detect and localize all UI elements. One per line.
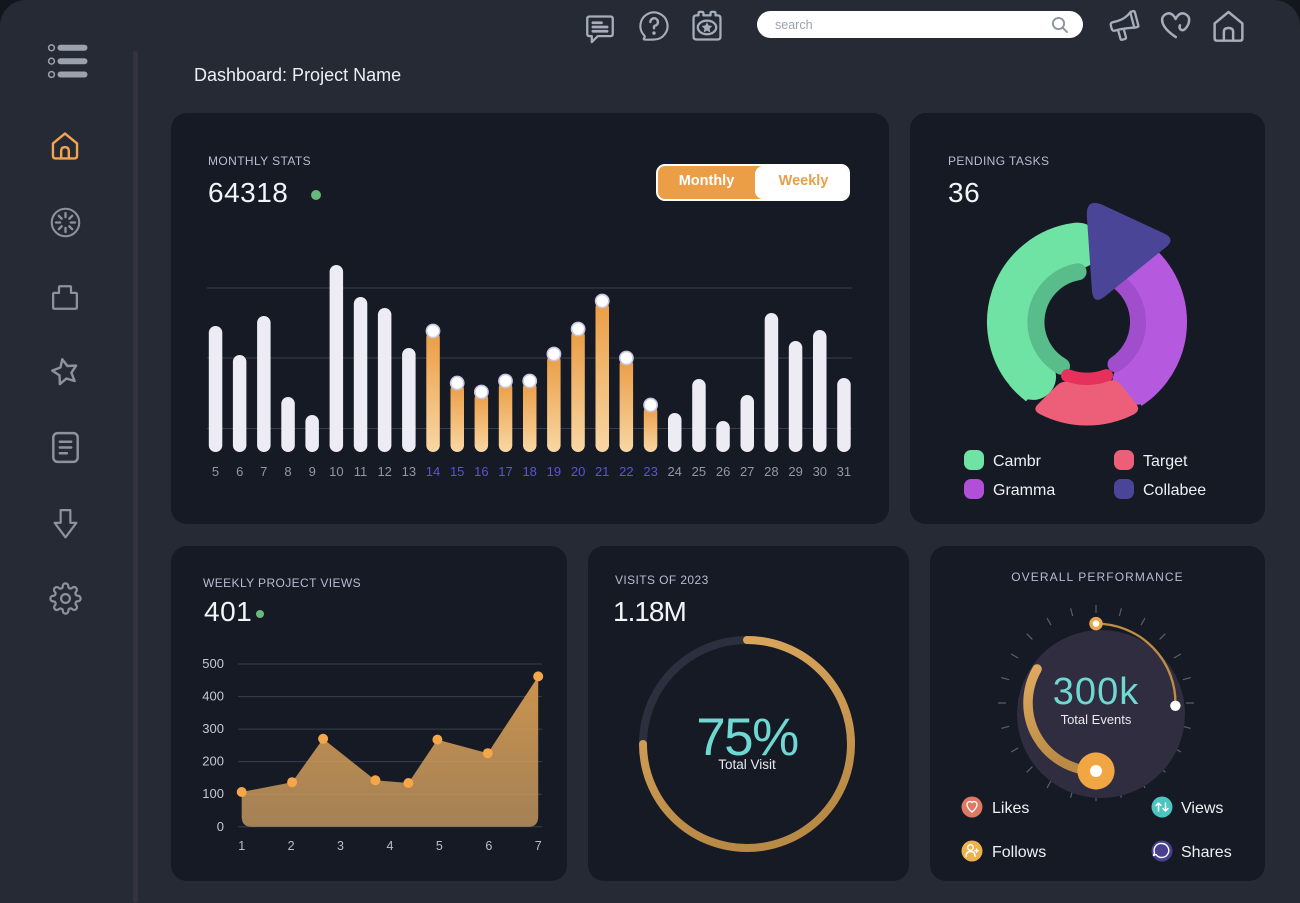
svg-text:20: 20 <box>571 464 585 479</box>
svg-text:200: 200 <box>202 754 224 769</box>
svg-text:9: 9 <box>309 464 316 479</box>
svg-text:1: 1 <box>238 839 245 853</box>
svg-text:21: 21 <box>595 464 609 479</box>
svg-text:13: 13 <box>402 464 416 479</box>
svg-text:0: 0 <box>217 819 224 834</box>
svg-text:30: 30 <box>813 464 827 479</box>
svg-text:400: 400 <box>202 689 224 704</box>
svg-text:11: 11 <box>354 464 368 479</box>
svg-text:10: 10 <box>329 464 343 479</box>
svg-text:22: 22 <box>619 464 633 479</box>
svg-text:3: 3 <box>337 839 344 853</box>
svg-text:500: 500 <box>202 656 224 671</box>
svg-text:28: 28 <box>764 464 778 479</box>
svg-text:17: 17 <box>498 464 512 479</box>
svg-text:2: 2 <box>288 839 295 853</box>
svg-text:25: 25 <box>692 464 706 479</box>
svg-text:300k: 300k <box>1053 671 1139 713</box>
svg-text:Target: Target <box>1143 453 1188 470</box>
svg-text:Total Events: Total Events <box>1061 712 1132 727</box>
svg-text:27: 27 <box>740 464 754 479</box>
svg-text:24: 24 <box>667 464 681 479</box>
svg-text:Likes: Likes <box>992 800 1029 817</box>
svg-text:29: 29 <box>788 464 802 479</box>
svg-text:16: 16 <box>474 464 488 479</box>
svg-text:26: 26 <box>716 464 730 479</box>
svg-text:Cambr: Cambr <box>993 453 1042 470</box>
svg-text:Shares: Shares <box>1181 844 1232 861</box>
svg-text:Follows: Follows <box>992 844 1046 861</box>
svg-text:5: 5 <box>212 464 219 479</box>
svg-text:6: 6 <box>485 839 492 853</box>
svg-text:75%: 75% <box>696 708 798 767</box>
svg-text:Collabee: Collabee <box>1143 482 1206 499</box>
svg-text:15: 15 <box>450 464 464 479</box>
svg-text:7: 7 <box>535 839 542 853</box>
svg-text:Views: Views <box>1181 800 1223 817</box>
svg-text:Gramma: Gramma <box>993 482 1055 499</box>
svg-text:300: 300 <box>202 721 224 736</box>
svg-text:4: 4 <box>387 839 394 853</box>
svg-text:6: 6 <box>236 464 243 479</box>
svg-text:23: 23 <box>643 464 657 479</box>
svg-text:14: 14 <box>426 464 440 479</box>
svg-text:7: 7 <box>260 464 267 479</box>
svg-text:19: 19 <box>547 464 561 479</box>
svg-text:12: 12 <box>377 464 391 479</box>
svg-text:5: 5 <box>436 839 443 853</box>
svg-text:8: 8 <box>284 464 291 479</box>
svg-text:31: 31 <box>837 464 851 479</box>
svg-text:100: 100 <box>202 786 224 801</box>
svg-text:18: 18 <box>522 464 536 479</box>
svg-text:Total Visit: Total Visit <box>718 757 776 772</box>
